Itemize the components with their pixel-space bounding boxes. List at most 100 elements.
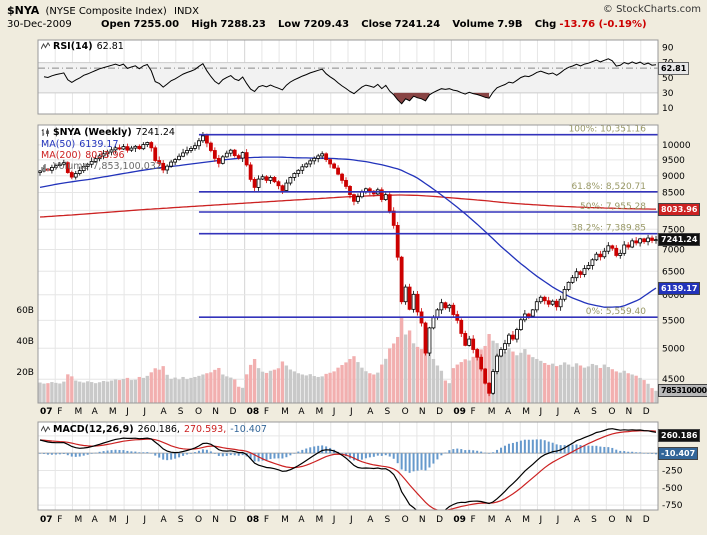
price-axis-tick: 7000 [662, 246, 685, 256]
close-value: 7241.24 [394, 19, 441, 30]
macd-hist-value-badge: -10.407 [658, 447, 699, 461]
x-axis-label: J [349, 407, 353, 417]
x-axis-label: S [384, 515, 390, 525]
close-value-badge: 7241.24 [658, 233, 701, 247]
rsi-axis-tick: 10 [662, 104, 674, 114]
macd-legend-signal: 270.593, [183, 424, 227, 435]
ma50-legend-label: MA(50) [41, 138, 76, 150]
low-value: 7209.43 [303, 19, 350, 30]
volume-legend-value: 7,853,100,032 [92, 160, 162, 172]
rsi-value-badge: 62.81 [658, 61, 690, 75]
x-axis-label: M [488, 515, 496, 525]
x-axis-label: F [57, 407, 62, 417]
ma50-legend: MA(50) 6139.17 [41, 139, 123, 150]
x-axis-label: A [574, 407, 581, 417]
ma200-legend-label: MA(200) [41, 149, 82, 161]
ma200-value-badge: 8033.96 [658, 202, 701, 216]
x-axis-label: A [367, 407, 374, 417]
macd-axis-tick: -500 [662, 484, 683, 494]
macd-indicator-icon [41, 425, 50, 433]
price-legend-symbol: $NYA (Weekly) [53, 127, 132, 138]
x-axis-label: D [643, 407, 650, 417]
x-axis-label: O [608, 407, 615, 417]
candlesticks [38, 132, 658, 397]
x-axis-label: F [471, 407, 476, 417]
volume-legend-label: Volume [53, 160, 89, 172]
price-axis-tick: 10000 [662, 141, 691, 151]
x-axis-label: J [556, 407, 560, 417]
x-axis-label: D [643, 515, 650, 525]
exchange-label: INDX [174, 6, 199, 17]
x-axis-label: N [626, 407, 633, 417]
x-axis-label: 08 [247, 407, 260, 417]
x-axis-label: A [298, 407, 305, 417]
rsi-axis-tick: 90 [662, 44, 674, 54]
x-axis-label: J [332, 515, 336, 525]
price-legend: $NYA (Weekly) 7241.24 [41, 127, 179, 138]
x-axis-label: M [316, 407, 324, 417]
x-axis-label: S [178, 515, 184, 525]
macd-axis-tick: -250 [662, 467, 683, 477]
macd-legend-label: MACD(12,26,9) [53, 424, 134, 435]
volume-axis-tick: 20B [16, 368, 34, 378]
macd-value-badge: 260.186 [658, 428, 701, 442]
macd-axis-tick: -750 [662, 501, 683, 511]
ma50-line [39, 156, 657, 308]
x-axis-label: S [591, 515, 597, 525]
x-axis-label: M [522, 515, 530, 525]
fib-label: 100%: 10,351.16 [569, 125, 647, 135]
x-axis-label: O [402, 515, 409, 525]
x-axis-label: O [608, 515, 615, 525]
x-axis-label: A [505, 515, 512, 525]
x-axis-label: M [281, 515, 289, 525]
x-axis-label: N [626, 515, 633, 525]
index-name: (NYSE Composite Index) [45, 6, 167, 17]
x-axis-label: A [505, 407, 512, 417]
macd-signal-line [39, 430, 657, 510]
x-axis-label: J [125, 515, 129, 525]
x-axis-label: M [522, 407, 530, 417]
price-axis-tick: 6500 [662, 267, 685, 277]
x-axis-label: F [264, 407, 269, 417]
candlestick-icon [41, 128, 49, 137]
x-axis-label: N [419, 407, 426, 417]
x-axis-label: J [538, 515, 542, 525]
x-axis-label: A [367, 515, 374, 525]
x-axis-label: J [332, 407, 336, 417]
ma200-line [39, 194, 656, 218]
low-label: Low [278, 19, 301, 30]
x-axis-label: S [591, 407, 597, 417]
volume-value-badge: 7853100000 [658, 384, 707, 398]
x-axis-label: 07 [40, 515, 53, 525]
x-axis-label: A [92, 407, 99, 417]
x-axis-label: D [229, 515, 236, 525]
x-axis-label: N [419, 515, 426, 525]
x-axis-label: N [212, 515, 219, 525]
fib-label: 61.8%: 8,520.71 [571, 182, 646, 192]
x-axis-label: F [264, 515, 269, 525]
rsi-indicator-icon [41, 42, 50, 50]
x-axis-label: O [402, 407, 409, 417]
volume-axis-tick: 60B [16, 306, 34, 316]
x-axis-label: F [57, 515, 62, 525]
rsi-axis-tick: 30 [662, 89, 674, 99]
ma200-legend-value: 8033.96 [85, 149, 125, 161]
quote-bar: 30-Dec-2009 Open 7255.00 High 7288.23 Low 7… [7, 19, 647, 30]
chg-value: -13.76 (-0.19%) [559, 19, 647, 30]
fib-label: 50%: 7,955.28 [580, 202, 646, 212]
price-axis-tick: 6000 [662, 291, 685, 301]
fib-label: 38.2%: 7,389.85 [571, 224, 646, 234]
price-axis-tick: 9500 [662, 156, 685, 166]
x-axis-label: A [161, 515, 168, 525]
price-axis-tick: 9000 [662, 172, 685, 182]
x-axis-label: D [436, 407, 443, 417]
rsi-axis-tick: 50 [662, 74, 674, 84]
price-legend-close: 7241.24 [135, 127, 175, 138]
x-axis-label: D [436, 515, 443, 525]
open-label: Open [100, 19, 131, 30]
x-axis-label: O [195, 407, 202, 417]
ticker-symbol: $NYA [7, 4, 40, 17]
high-value: 7288.23 [220, 19, 266, 30]
chg-label: Chg [534, 19, 557, 30]
volume-bars-icon [41, 163, 49, 171]
